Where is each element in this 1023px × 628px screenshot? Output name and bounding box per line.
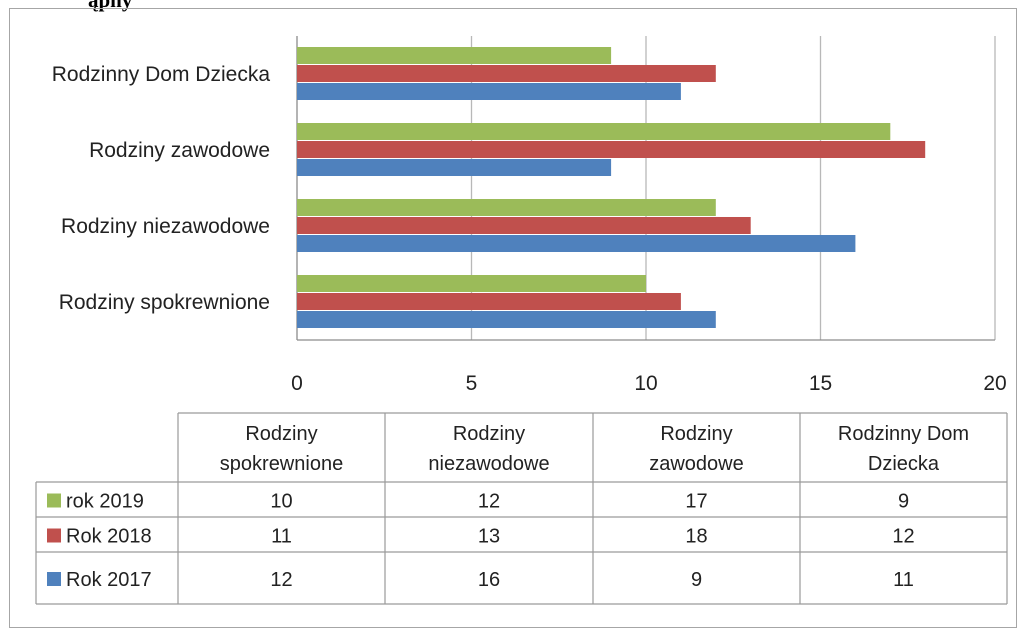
bar [297, 159, 612, 176]
bar [297, 83, 681, 100]
table-cell-value: 17 [685, 491, 707, 513]
series-name: Rok 2017 [66, 569, 152, 591]
table-header-label: spokrewnione [220, 453, 343, 475]
table-cell-value: 12 [892, 526, 914, 548]
bar [297, 47, 612, 64]
table-header-label: niezawodowe [428, 453, 549, 475]
tick-label: 0 [291, 372, 303, 395]
table-cell-value: 10 [270, 491, 292, 513]
table-header-label: Rodziny [245, 423, 317, 445]
category-label: Rodziny niezawodowe [61, 215, 270, 238]
table-cell-value: 18 [685, 526, 707, 548]
category-label: Rodzinny Dom Dziecka [52, 63, 271, 86]
legend-swatch [47, 528, 61, 543]
bar [297, 217, 751, 234]
table-cell-value: 9 [691, 569, 702, 591]
table-header-label: Rodziny [660, 423, 732, 445]
series-name: rok 2019 [66, 491, 144, 513]
legend-swatch [47, 572, 61, 586]
tick-label: 15 [809, 372, 832, 395]
bar [297, 275, 646, 292]
bar [297, 311, 716, 328]
table-cell-value: 12 [478, 491, 500, 513]
chart-bars [297, 47, 926, 328]
bar [297, 65, 716, 82]
tick-label: 10 [634, 372, 657, 395]
bar [297, 235, 856, 252]
table-cell-value: 13 [478, 526, 500, 548]
tick-label: 20 [983, 372, 1006, 395]
value-axis-ticks: 0 5 10 15 20 [291, 372, 1007, 395]
table-header-label: Rodzinny Dom [838, 423, 969, 445]
table-header-label: Rodziny [453, 423, 525, 445]
legend-swatch [47, 493, 61, 508]
table-cell-value: 11 [893, 569, 914, 591]
bar [297, 123, 891, 140]
table-header-label: zawodowe [649, 453, 744, 475]
category-label: Rodziny spokrewnione [59, 291, 270, 314]
table-cell-value: 16 [478, 569, 500, 591]
tick-label: 5 [466, 372, 478, 395]
table-cell-value: 11 [271, 526, 292, 548]
table-header-label: Dziecka [868, 453, 940, 475]
bar [297, 293, 681, 310]
page-heading-fragment: ąpny [88, 0, 133, 12]
table-cell-value: 12 [270, 569, 292, 591]
data-table: Rodziny spokrewnione Rodziny niezawodowe Rod… [35, 412, 1008, 605]
bar [297, 199, 716, 216]
series-name: Rok 2018 [66, 526, 152, 548]
bar [297, 141, 926, 158]
table-cell-value: 9 [898, 491, 909, 513]
category-axis-labels: Rodziny spokrewnione Rodziny niezawodowe R… [52, 63, 271, 314]
category-label: Rodziny zawodowe [89, 139, 270, 162]
